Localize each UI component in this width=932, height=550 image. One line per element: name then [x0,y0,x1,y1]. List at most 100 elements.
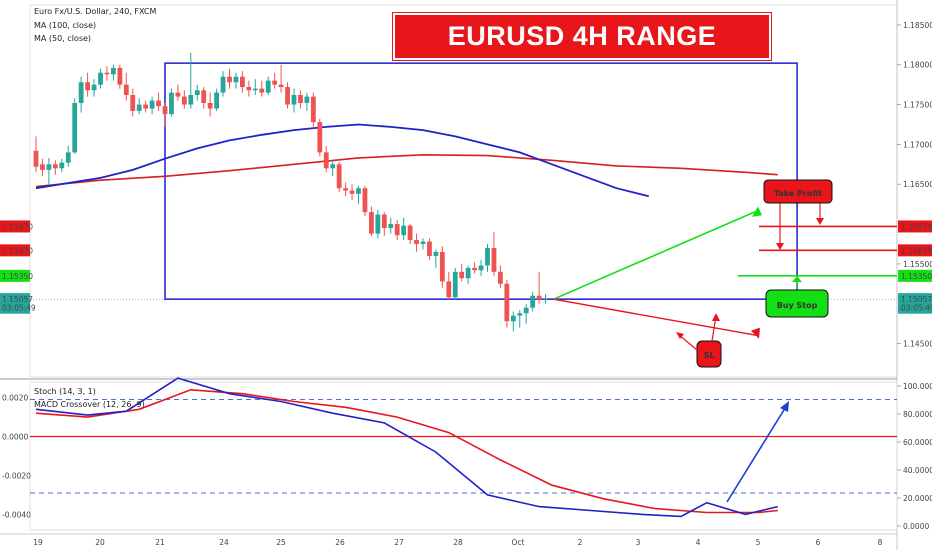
stop-arrow-head [751,327,760,339]
candle-body [278,84,284,88]
time-tick-label: 20 [95,538,105,547]
candle-body [349,190,355,194]
candle-body [259,88,265,93]
time-tick-label: 5 [756,538,761,547]
price-tick-label: 1.17500 [903,101,932,110]
candle-body [156,100,161,107]
candle-body [33,150,39,167]
candle-body [343,188,348,191]
candle-body [246,87,252,91]
candle-body [272,80,278,85]
candle-body [356,188,361,194]
price-tick-label: 1.15500 [903,260,932,269]
sl-arrow-head-2 [712,313,720,321]
price-tick-label: 1.18000 [903,61,932,70]
candle-body [498,271,503,284]
candle-body [240,76,245,88]
price-label-text: 03:05:49 [901,304,932,313]
candle-body [175,92,181,97]
candle-body [233,76,239,83]
candle-body [104,72,110,75]
candle-body [536,295,542,300]
candle-body [407,225,413,240]
price-label-text: 1.15350 [901,272,932,281]
candle-body [136,104,142,111]
candle-body [72,102,78,153]
price-label-text-left: 1.15057 [2,295,33,304]
time-tick-label: 19 [33,538,43,547]
candle-body [91,84,97,91]
candle-body [439,251,445,282]
candle-body [510,315,516,322]
macd-tick-label: 0.0000 [2,433,28,442]
candle-body [194,90,200,96]
candle-body [117,67,123,85]
candle-body [130,95,136,111]
candle-body [517,313,523,316]
take-profit-arrow-head-2 [816,218,824,225]
time-tick-label: Oct [512,538,525,547]
candle-body [298,95,303,103]
candle-body [123,84,129,96]
candle-body [207,102,213,109]
candle-body [111,67,116,75]
entry-arrow [553,209,759,300]
candle-body [381,214,387,229]
macd-tick-label: -0.0020 [2,471,31,480]
candle-body [201,90,207,103]
candle-body [369,212,374,234]
time-tick-label: 4 [696,538,701,547]
candle-body [188,95,194,105]
candle-body [323,152,329,169]
ma50-line [35,123,650,198]
candle-body [427,241,432,256]
candle-body [181,96,187,105]
time-tick-label: 28 [453,538,463,547]
candle-body [265,80,271,93]
candle-body [459,271,465,279]
stoch-tick-label: 80.0000 [903,410,932,419]
candle-body [523,307,529,314]
time-tick-label: 26 [335,538,345,547]
candle-body [169,92,174,115]
take-profit-arrow-head-1 [776,243,784,250]
candle-body [485,247,490,266]
candle-body [388,224,394,229]
candle-body [433,251,439,256]
candle-body [310,96,316,123]
candle-body [472,267,477,271]
stoch-tick-label: 60.0000 [903,438,932,447]
price-label-tag [898,244,932,257]
projection-arrow [726,404,788,503]
buy-stop-label: Buy Stop [777,301,818,310]
take-profit-label: Take Profit [774,189,822,198]
candle-body [362,188,368,213]
sl-arrow-head-1 [676,332,684,339]
candle-body [227,76,232,83]
time-tick-label: 25 [276,538,286,547]
candle-body [162,106,168,115]
price-label-text-left: 1.15670 [2,246,33,255]
candle-body [530,295,536,308]
price-label-text: 1.15970 [901,222,932,231]
time-tick-label: 2 [578,538,583,547]
candle-body [543,299,548,301]
price-label-tag [898,301,932,314]
candle-body [304,96,310,103]
price-label-tag-left [0,269,30,282]
projection-arrow-head [780,401,789,412]
candle-body [478,265,484,271]
entry-arrow-head [752,206,762,217]
take-profit-box [763,179,833,204]
sl-box [696,340,722,368]
time-tick-label: 24 [219,538,229,547]
candle-body [446,281,452,298]
title-banner: EURUSD 4H RANGE TRADES [393,13,771,94]
stoch-tick-label: 0.0000 [903,522,929,531]
ma100-line [35,153,778,188]
candle-body [85,82,90,91]
candle-body [143,104,149,109]
price-label-text-left: 1.15350 [2,272,33,281]
legend-symbol: Euro Fx/U.S. Dollar, 240, FXCM [34,7,156,16]
